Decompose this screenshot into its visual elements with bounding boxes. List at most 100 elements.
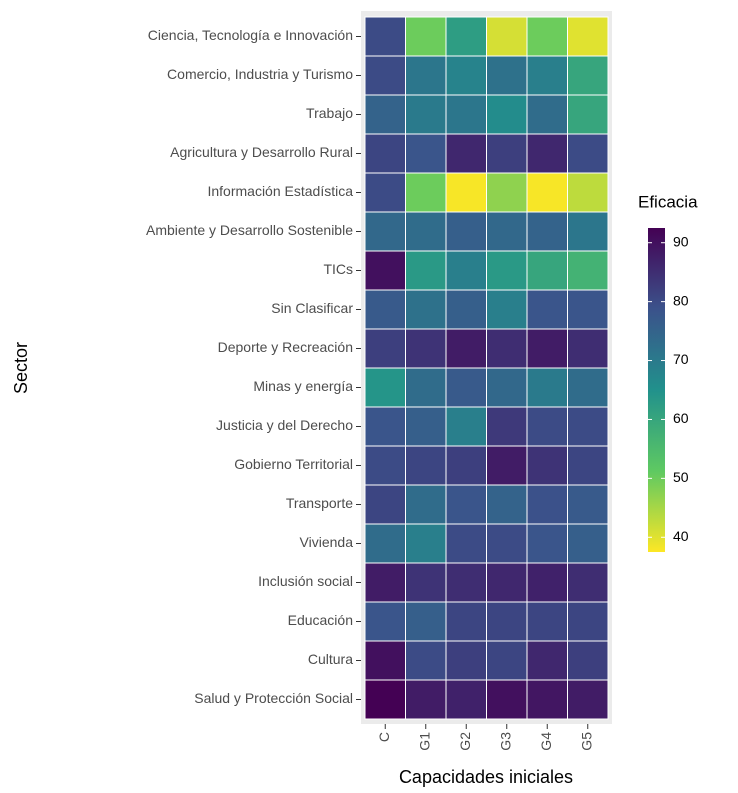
heatmap-cell [445,172,487,213]
heatmap-cell [445,601,487,642]
heatmap-cell [486,640,528,681]
y-tick-label: Minas y energía [253,378,353,394]
heatmap-cell [405,16,447,57]
heatmap-cell [445,94,487,135]
heatmap-cell [445,640,487,681]
heatmap-cell [364,133,406,174]
y-tick-label: Sin Clasificar [271,300,353,316]
colorbar-tick-label: 60 [673,410,689,426]
heatmap-cell [445,328,487,369]
y-tick-label: Salud y Protección Social [194,690,353,706]
heatmap-cell [486,523,528,564]
heatmap-cell [405,484,447,525]
heatmap-cell [405,523,447,564]
heatmap-cell [486,94,528,135]
y-tick-label: Deporte y Recreación [218,339,353,355]
heatmap-cell [486,289,528,330]
heatmap-cell [445,523,487,564]
heatmap-cell [567,94,609,135]
heatmap-cell [567,445,609,486]
heatmap-cell [567,133,609,174]
heatmap-cell [445,484,487,525]
heatmap-cell [486,16,528,57]
heatmap-cell [567,289,609,330]
heatmap-cell [567,16,609,57]
colorbar-tick-label: 80 [673,292,689,308]
heatmap-cell [445,367,487,408]
heatmap-cell [486,406,528,447]
heatmap-cell [405,367,447,408]
colorbar-tick-label: 90 [673,233,689,249]
heatmap-cell [364,523,406,564]
heatmap-cell [567,484,609,525]
y-tick-label: Información Estadística [207,183,353,199]
heatmap-cell [445,55,487,96]
y-tick-label: Ambiente y Desarrollo Sostenible [146,222,353,238]
heatmap-cell [567,406,609,447]
heatmap-cell [445,289,487,330]
x-tick-label: G5 [578,732,594,751]
heatmap-cell [567,679,609,720]
y-tick-label: Comercio, Industria y Turismo [167,66,353,82]
heatmap-cell [364,250,406,291]
colorbar-tick-label: 50 [673,469,689,485]
colorbar [648,228,665,552]
heatmap-cell [445,679,487,720]
y-tick-label: TICs [323,261,353,277]
heatmap-cell [364,328,406,369]
heatmap-cell [364,16,406,57]
heatmap-cell [486,601,528,642]
heatmap-cell [364,172,406,213]
x-axis-title: Capacidades iniciales [399,767,573,787]
heatmap-cell [526,406,568,447]
heatmap-cell [567,55,609,96]
heatmap-cell [567,640,609,681]
heatmap-cell [405,250,447,291]
heatmap-cell [567,523,609,564]
colorbar-tick-label: 40 [673,528,689,544]
heatmap-cell [486,133,528,174]
y-tick-label: Agricultura y Desarrollo Rural [170,144,353,160]
y-tick-label: Transporte [286,495,353,511]
heatmap-cell [445,406,487,447]
heatmap-cell [364,211,406,252]
y-tick-label: Justicia y del Derecho [216,417,353,433]
x-tick-label: G4 [538,732,554,751]
heatmap-cell [526,562,568,603]
y-tick-label: Ciencia, Tecnología e Innovación [148,27,353,43]
heatmap-cell [486,445,528,486]
heatmap-cell [486,55,528,96]
heatmap-cell [486,679,528,720]
heatmap-cell [526,55,568,96]
heatmap-cell [526,367,568,408]
heatmap-cell [486,328,528,369]
heatmap-cell [364,55,406,96]
heatmap-cell [405,562,447,603]
heatmap-cell [364,406,406,447]
heatmap-cell [526,250,568,291]
heatmap-cell [567,211,609,252]
y-tick-label: Inclusión social [258,573,353,589]
heatmap-cell [445,562,487,603]
heatmap-cell [445,133,487,174]
heatmap-cell [486,211,528,252]
heatmap-cell [486,562,528,603]
heatmap-cell [405,640,447,681]
x-tick-label: G2 [457,732,473,751]
heatmap-cell [364,640,406,681]
heatmap-cell [405,328,447,369]
heatmap-cell [486,250,528,291]
heatmap-cell [567,328,609,369]
y-tick-label: Cultura [308,651,353,667]
heatmap-cell [364,445,406,486]
heatmap-cell [567,601,609,642]
heatmap-cell [405,679,447,720]
heatmap-cell [405,94,447,135]
legend-title: Eficacia [638,192,698,211]
y-axis-title: Sector [11,342,31,394]
heatmap-cell [486,172,528,213]
heatmap-cell [405,172,447,213]
heatmap-cell [526,94,568,135]
heatmap-cell [486,367,528,408]
heatmap-cell [526,679,568,720]
